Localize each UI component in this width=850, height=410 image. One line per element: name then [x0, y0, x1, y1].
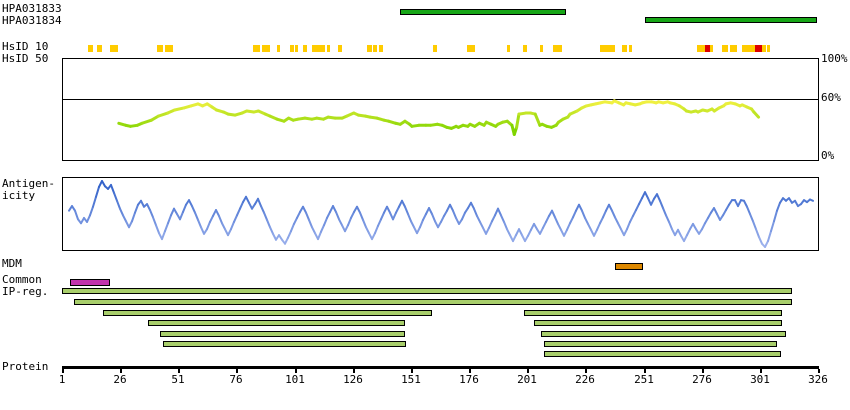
protein-axis-tick [295, 369, 297, 373]
ip-region-bar [524, 310, 782, 316]
ip-region-bar [534, 320, 782, 326]
track-label-hsid10: HsID 10 [2, 40, 49, 53]
identity10-mark [705, 45, 710, 52]
identity10-mark [277, 45, 280, 52]
identity-axis-label-100: 100% [821, 52, 848, 65]
protein-axis-tick-label: 126 [343, 373, 363, 386]
identity10-mark [762, 45, 766, 52]
identity10-mark [312, 45, 325, 52]
identity10-mark [629, 45, 632, 52]
ip-region-bar [62, 288, 792, 294]
identity-plot-box [62, 58, 819, 161]
identity10-mark [600, 45, 615, 52]
identity10-mark [327, 45, 330, 52]
protein-axis-tick-label: 251 [634, 373, 654, 386]
identity-axis-label-0: 0% [821, 149, 835, 162]
ip-region-bar [541, 331, 786, 337]
identity10-mark [730, 45, 737, 52]
identity10-mark [165, 45, 173, 52]
identity10-mark [338, 45, 342, 52]
protein-axis-tick [644, 369, 646, 373]
ip-region-bar [163, 341, 406, 347]
antibody-region-bar [645, 17, 817, 23]
identity10-mark [373, 45, 377, 52]
identity-axis-label-60: 60% [821, 91, 841, 104]
protein-axis-tick-label: 176 [459, 373, 479, 386]
identity10-mark [88, 45, 93, 52]
protein-axis-tick-label: 201 [517, 373, 537, 386]
identity10-mark [367, 45, 372, 52]
identity10-mark [295, 45, 298, 52]
track-label-protein: Protein [2, 360, 49, 373]
identity-curve-svg [117, 99, 761, 136]
track-label-mdm: MDM [2, 257, 22, 270]
track-label-antigenicity-line1: Antigen- [2, 177, 55, 190]
common-ip-bar [70, 279, 110, 286]
track-label-antigenicity-line2: icity [2, 189, 36, 202]
identity10-mark [97, 45, 102, 52]
protein-axis-tick-label: 76 [229, 373, 243, 386]
protein-axis-tick [585, 369, 587, 373]
protein-axis-tick-label: 226 [575, 373, 595, 386]
identity10-mark [767, 45, 770, 52]
track-label-common-line2: IP-reg. [2, 285, 49, 298]
identity10-mark [523, 45, 527, 52]
identity10-mark [540, 45, 543, 52]
identity10-mark [697, 45, 705, 52]
protein-axis-tick-label: 1 [58, 373, 66, 386]
identity10-mark [262, 45, 270, 52]
ip-region-bar [148, 320, 405, 326]
identity10-mark [303, 45, 307, 52]
protein-axis-tick-label: 101 [285, 373, 305, 386]
protein-axis-tick [469, 369, 471, 373]
ip-region-bar [103, 310, 432, 316]
antigenicity-plot-box [62, 177, 819, 251]
protein-axis-tick [818, 369, 820, 373]
identity10-mark [253, 45, 260, 52]
protein-axis-tick-label: 26 [113, 373, 127, 386]
identity10-mark [722, 45, 728, 52]
protein-axis-tick-label: 151 [401, 373, 421, 386]
protein-axis-tick [702, 369, 704, 373]
protein-axis-tick [760, 369, 762, 373]
identity10-mark [290, 45, 294, 52]
protein-axis-tick-label: 51 [171, 373, 185, 386]
protein-axis-tick [353, 369, 355, 373]
identity10-mark [622, 45, 627, 52]
mdm-region-bar [615, 263, 643, 270]
protein-axis-line [62, 366, 819, 369]
ip-region-bar [160, 331, 405, 337]
protein-axis-tick-label: 326 [808, 373, 828, 386]
identity10-mark [742, 45, 755, 52]
protein-axis-tick [178, 369, 180, 373]
identity10-mark [710, 45, 713, 52]
identity10-mark [755, 45, 762, 52]
identity10-mark [110, 45, 118, 52]
protein-axis-tick-label: 301 [750, 373, 770, 386]
protein-axis-tick-label: 276 [692, 373, 712, 386]
ip-region-bar [544, 351, 781, 357]
antibody-label-hpa031833: HPA031833 [2, 2, 62, 15]
ip-region-bar [544, 341, 777, 347]
identity10-mark [507, 45, 510, 52]
protein-axis-tick [62, 369, 64, 373]
identity10-mark [157, 45, 163, 52]
identity10-mark [379, 45, 383, 52]
protein-axis-tick [527, 369, 529, 373]
track-label-common-line1: Common [2, 273, 42, 286]
protein-axis-tick [236, 369, 238, 373]
track-label-hsid50: HsID 50 [2, 52, 49, 65]
antigenicity-curve-svg [68, 180, 814, 248]
protein-axis-tick [120, 369, 122, 373]
identity10-mark [467, 45, 475, 52]
antibody-label-hpa031834: HPA031834 [2, 14, 62, 27]
ip-region-bar [74, 299, 792, 305]
antibody-region-bar [400, 9, 566, 15]
identity10-mark [433, 45, 437, 52]
identity10-mark [553, 45, 562, 52]
protein-axis-tick [411, 369, 413, 373]
sixty-percent-gridline [63, 99, 818, 100]
